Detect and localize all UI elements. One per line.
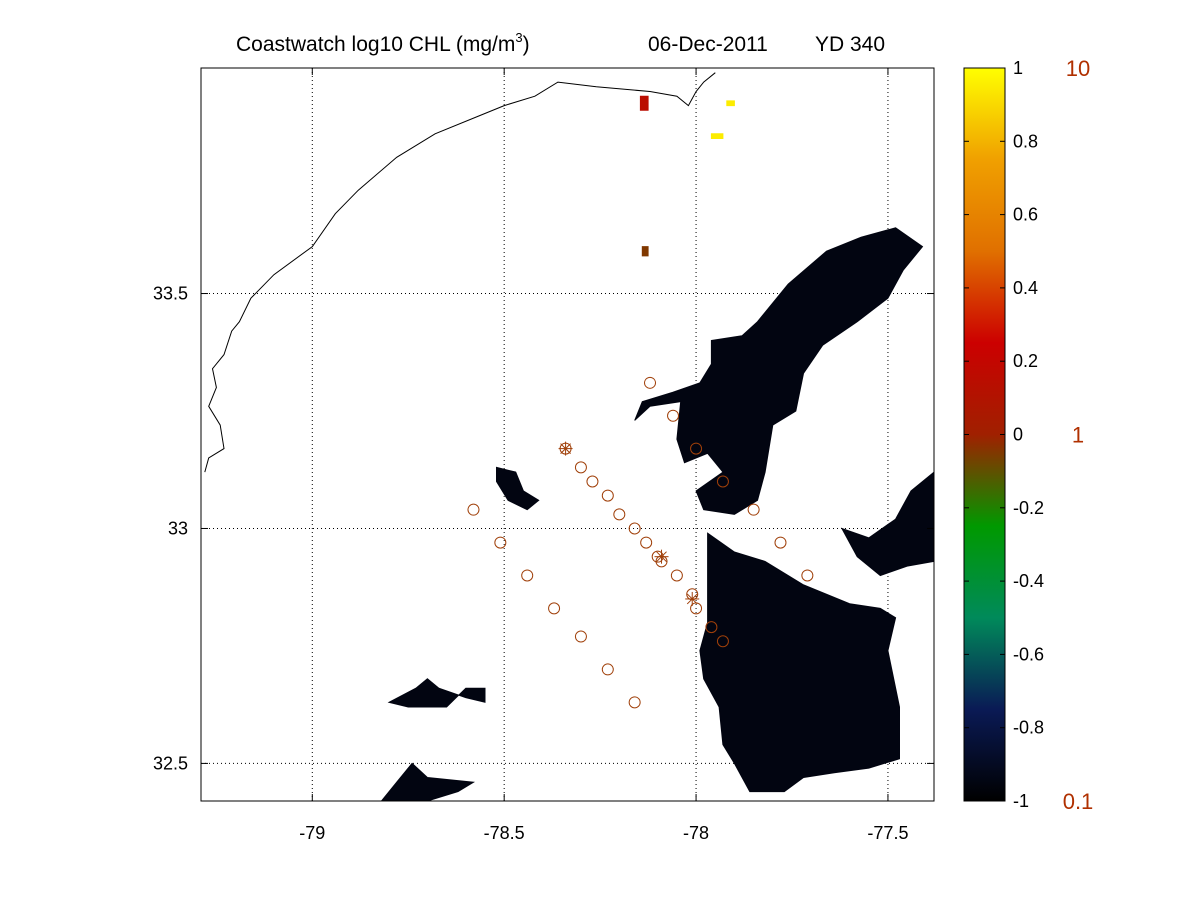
x-tick-label: -79 [299, 823, 325, 843]
station-marker [574, 461, 587, 474]
chlorophyll-patches [380, 95, 934, 801]
chl-patch [639, 95, 649, 111]
station-marker [716, 635, 729, 648]
chl-patch [840, 471, 934, 577]
station-marker [640, 536, 653, 549]
colorbar [963, 67, 1006, 802]
x-tick-label: -78 [683, 823, 709, 843]
station-marker [601, 663, 614, 676]
star-stroke [656, 551, 667, 563]
colorbar-tick-label: 0.6 [1013, 205, 1038, 225]
colorbar-concentration-labels: 10 1 0.1 [1063, 56, 1094, 814]
coastline [204, 72, 716, 473]
station-marker [586, 475, 599, 488]
y-tick-label: 33.5 [153, 284, 188, 304]
map-frame [200, 67, 935, 802]
colorbar-tick-label: 0 [1013, 425, 1023, 445]
y-axis-ticks: 32.5 33 33.5 [153, 284, 934, 773]
station-marker [747, 503, 760, 516]
title-superscript: 3 [515, 30, 522, 45]
star-stroke [686, 593, 698, 605]
station-marker [644, 376, 657, 389]
colorbar-tick-label: -1 [1013, 791, 1029, 811]
colorbar-tick-label: -0.2 [1013, 498, 1044, 518]
station-marker [774, 536, 787, 549]
station-marker [667, 409, 680, 422]
map-title: Coastwatch log10 CHL (mg/m3) [236, 30, 530, 56]
station-marker [494, 536, 507, 549]
starred-station-marker [654, 549, 669, 564]
station-marker [467, 503, 480, 516]
station-marker [690, 442, 703, 455]
colorbar-tick-label: -0.4 [1013, 571, 1044, 591]
x-tick-label: -78.5 [484, 823, 525, 843]
colorbar-concentration-label: 10 [1066, 56, 1090, 81]
chl-patch [699, 532, 900, 793]
colorbar-ticks: 1 0.8 0.6 0.4 0.2 0 -0.2 -0.4 -0.6 -0.8 -1 [964, 58, 1044, 811]
station-marker [521, 569, 534, 582]
y-tick-label: 32.5 [153, 753, 188, 773]
map-date: 06-Dec-2011 [648, 33, 768, 56]
chl-patch [726, 100, 735, 107]
y-tick-label: 33 [168, 518, 188, 538]
sampling-stations [467, 376, 814, 709]
chl-patch [380, 762, 476, 801]
x-axis-ticks: -79 -78.5 -78 -77.5 [299, 68, 908, 843]
colorbar-tick-label: 0.4 [1013, 278, 1038, 298]
station-marker [548, 602, 561, 615]
colorbar-tick-label: 0.2 [1013, 351, 1038, 371]
chl-patch [641, 246, 649, 257]
station-marker [670, 569, 683, 582]
starred-station-marker [558, 441, 573, 456]
colorbar-concentration-label: 0.1 [1063, 789, 1094, 814]
station-marker [628, 696, 641, 709]
chl-patch [496, 466, 540, 511]
station-marker [601, 489, 614, 502]
starred-station-marker [685, 591, 700, 606]
colorbar-tick-label: -0.8 [1013, 718, 1044, 738]
colorbar-tick-label: 1 [1013, 58, 1023, 78]
star-stroke [560, 443, 571, 454]
station-marker [716, 475, 729, 488]
colorbar-tick-label: -0.6 [1013, 644, 1044, 664]
station-marker [628, 522, 641, 535]
station-marker [705, 621, 718, 634]
x-tick-label: -77.5 [867, 823, 908, 843]
colorbar-tick-label: 0.8 [1013, 131, 1038, 151]
chl-patch [710, 133, 724, 139]
colorbar-concentration-label: 1 [1072, 423, 1084, 448]
station-marker [613, 508, 626, 521]
chl-patch [634, 227, 924, 515]
station-marker [574, 630, 587, 643]
chl-patch [387, 678, 486, 708]
map-yearday: YD 340 [815, 33, 885, 56]
station-marker [801, 569, 814, 582]
